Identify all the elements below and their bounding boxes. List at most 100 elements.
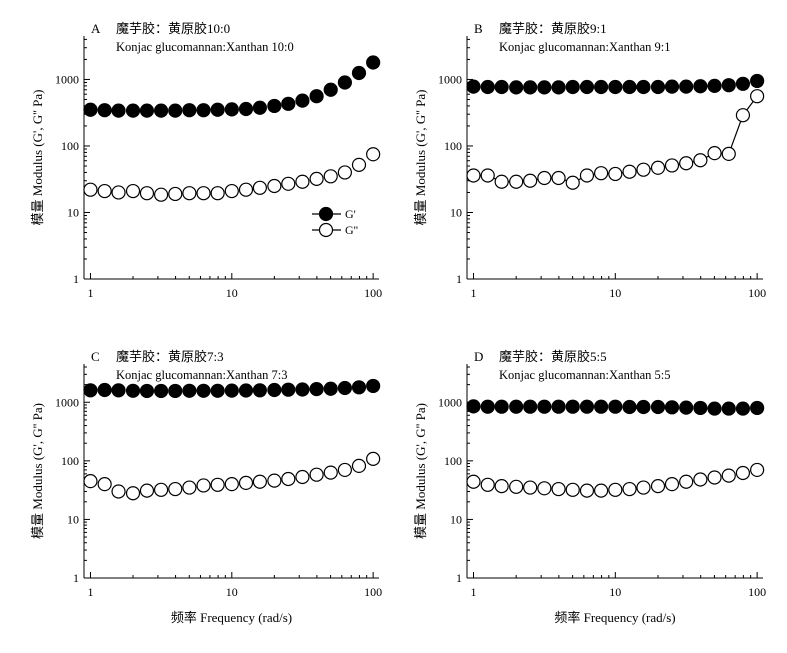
x-tick-label: 1 xyxy=(87,585,93,599)
data-point xyxy=(707,470,722,485)
data-point xyxy=(707,146,722,161)
data-point xyxy=(494,479,509,494)
data-point xyxy=(337,380,352,396)
data-point xyxy=(594,166,609,181)
data-point xyxy=(83,474,98,489)
data-point xyxy=(650,160,666,175)
legend-label: G'' xyxy=(345,223,358,237)
data-point xyxy=(351,65,367,81)
panel-title: 魔芋胶：黄原胶7:3 xyxy=(116,349,224,364)
data-point xyxy=(295,93,310,108)
y-tick-label: 10 xyxy=(450,205,462,219)
data-point xyxy=(139,483,155,498)
data-point xyxy=(565,175,580,190)
panel-c: 1 10 100 1000 1 10 100 C 魔芋胶：黄原胶7:3 Konjac glucom… xyxy=(30,349,382,625)
x-tick-label: 10 xyxy=(226,585,238,599)
series-g-prime xyxy=(83,55,381,118)
data-point xyxy=(636,399,651,415)
data-point xyxy=(153,187,169,202)
y-tick-label: 10 xyxy=(67,512,79,526)
data-point xyxy=(323,381,338,396)
data-point xyxy=(735,76,751,91)
data-point xyxy=(480,477,495,492)
data-point xyxy=(750,89,765,104)
data-point xyxy=(281,382,296,397)
data-point xyxy=(210,186,225,201)
data-point xyxy=(295,382,310,397)
y-tick-label: 1000 xyxy=(438,72,462,86)
data-point xyxy=(111,103,126,118)
data-point xyxy=(679,79,694,94)
data-point xyxy=(636,162,651,177)
data-point xyxy=(750,73,765,89)
data-point xyxy=(83,182,98,197)
data-point xyxy=(182,383,197,398)
data-point xyxy=(664,477,680,492)
data-point xyxy=(139,186,155,201)
panel-title: 魔芋胶：黄原胶5:5 xyxy=(499,349,607,364)
data-point xyxy=(267,98,282,114)
data-point xyxy=(735,401,751,416)
data-point xyxy=(707,401,722,416)
data-point xyxy=(168,383,183,399)
data-point xyxy=(366,55,381,70)
data-point xyxy=(466,399,481,414)
data-point xyxy=(735,108,751,123)
data-point xyxy=(523,173,538,188)
panel-subtitle: Konjac glucomannan:Xanthan 7:3 xyxy=(116,368,287,382)
x-tick-label: 1 xyxy=(470,585,476,599)
data-point xyxy=(693,79,708,94)
data-point xyxy=(608,399,623,414)
panel-subtitle: Konjac glucomannan:Xanthan 9:1 xyxy=(499,40,670,54)
panel-letter: A xyxy=(91,21,101,36)
data-point xyxy=(224,383,239,398)
data-point xyxy=(366,378,381,394)
data-point xyxy=(238,383,254,398)
y-tick-label: 100 xyxy=(61,139,79,153)
data-point xyxy=(139,383,155,399)
data-point xyxy=(579,399,595,414)
data-point xyxy=(168,481,183,497)
y-axis-label: 模量 Modulus (G', G'' Pa) xyxy=(413,90,428,226)
data-point xyxy=(196,478,211,493)
data-point xyxy=(721,146,736,161)
y-tick-label: 1 xyxy=(73,571,79,585)
data-point xyxy=(309,467,324,482)
data-point xyxy=(693,400,708,416)
data-point xyxy=(281,471,296,487)
data-point xyxy=(565,482,580,497)
data-point xyxy=(309,171,324,186)
data-point xyxy=(153,103,169,118)
data-point xyxy=(750,462,765,478)
data-point xyxy=(551,170,566,186)
data-point xyxy=(636,79,651,95)
data-point xyxy=(650,479,666,494)
data-point xyxy=(466,474,481,489)
data-point xyxy=(97,103,112,118)
data-point xyxy=(608,482,623,497)
data-point xyxy=(351,458,367,473)
data-point xyxy=(650,399,666,415)
data-point xyxy=(721,468,736,483)
data-point xyxy=(295,174,310,189)
data-point xyxy=(466,168,481,183)
data-point xyxy=(210,383,225,398)
data-point xyxy=(565,79,580,95)
data-point xyxy=(480,79,495,95)
data-point xyxy=(252,474,267,489)
data-point xyxy=(281,176,296,191)
series-g-prime xyxy=(83,378,381,399)
data-point xyxy=(337,75,352,90)
legend-label: G' xyxy=(345,207,356,221)
data-point xyxy=(323,169,338,184)
data-point xyxy=(125,103,141,118)
data-point xyxy=(337,462,352,478)
data-point xyxy=(735,465,751,481)
data-point xyxy=(679,156,694,171)
data-point xyxy=(579,168,595,183)
data-point xyxy=(494,79,509,95)
data-point xyxy=(509,174,524,189)
data-point xyxy=(679,474,694,489)
data-point xyxy=(238,101,254,117)
